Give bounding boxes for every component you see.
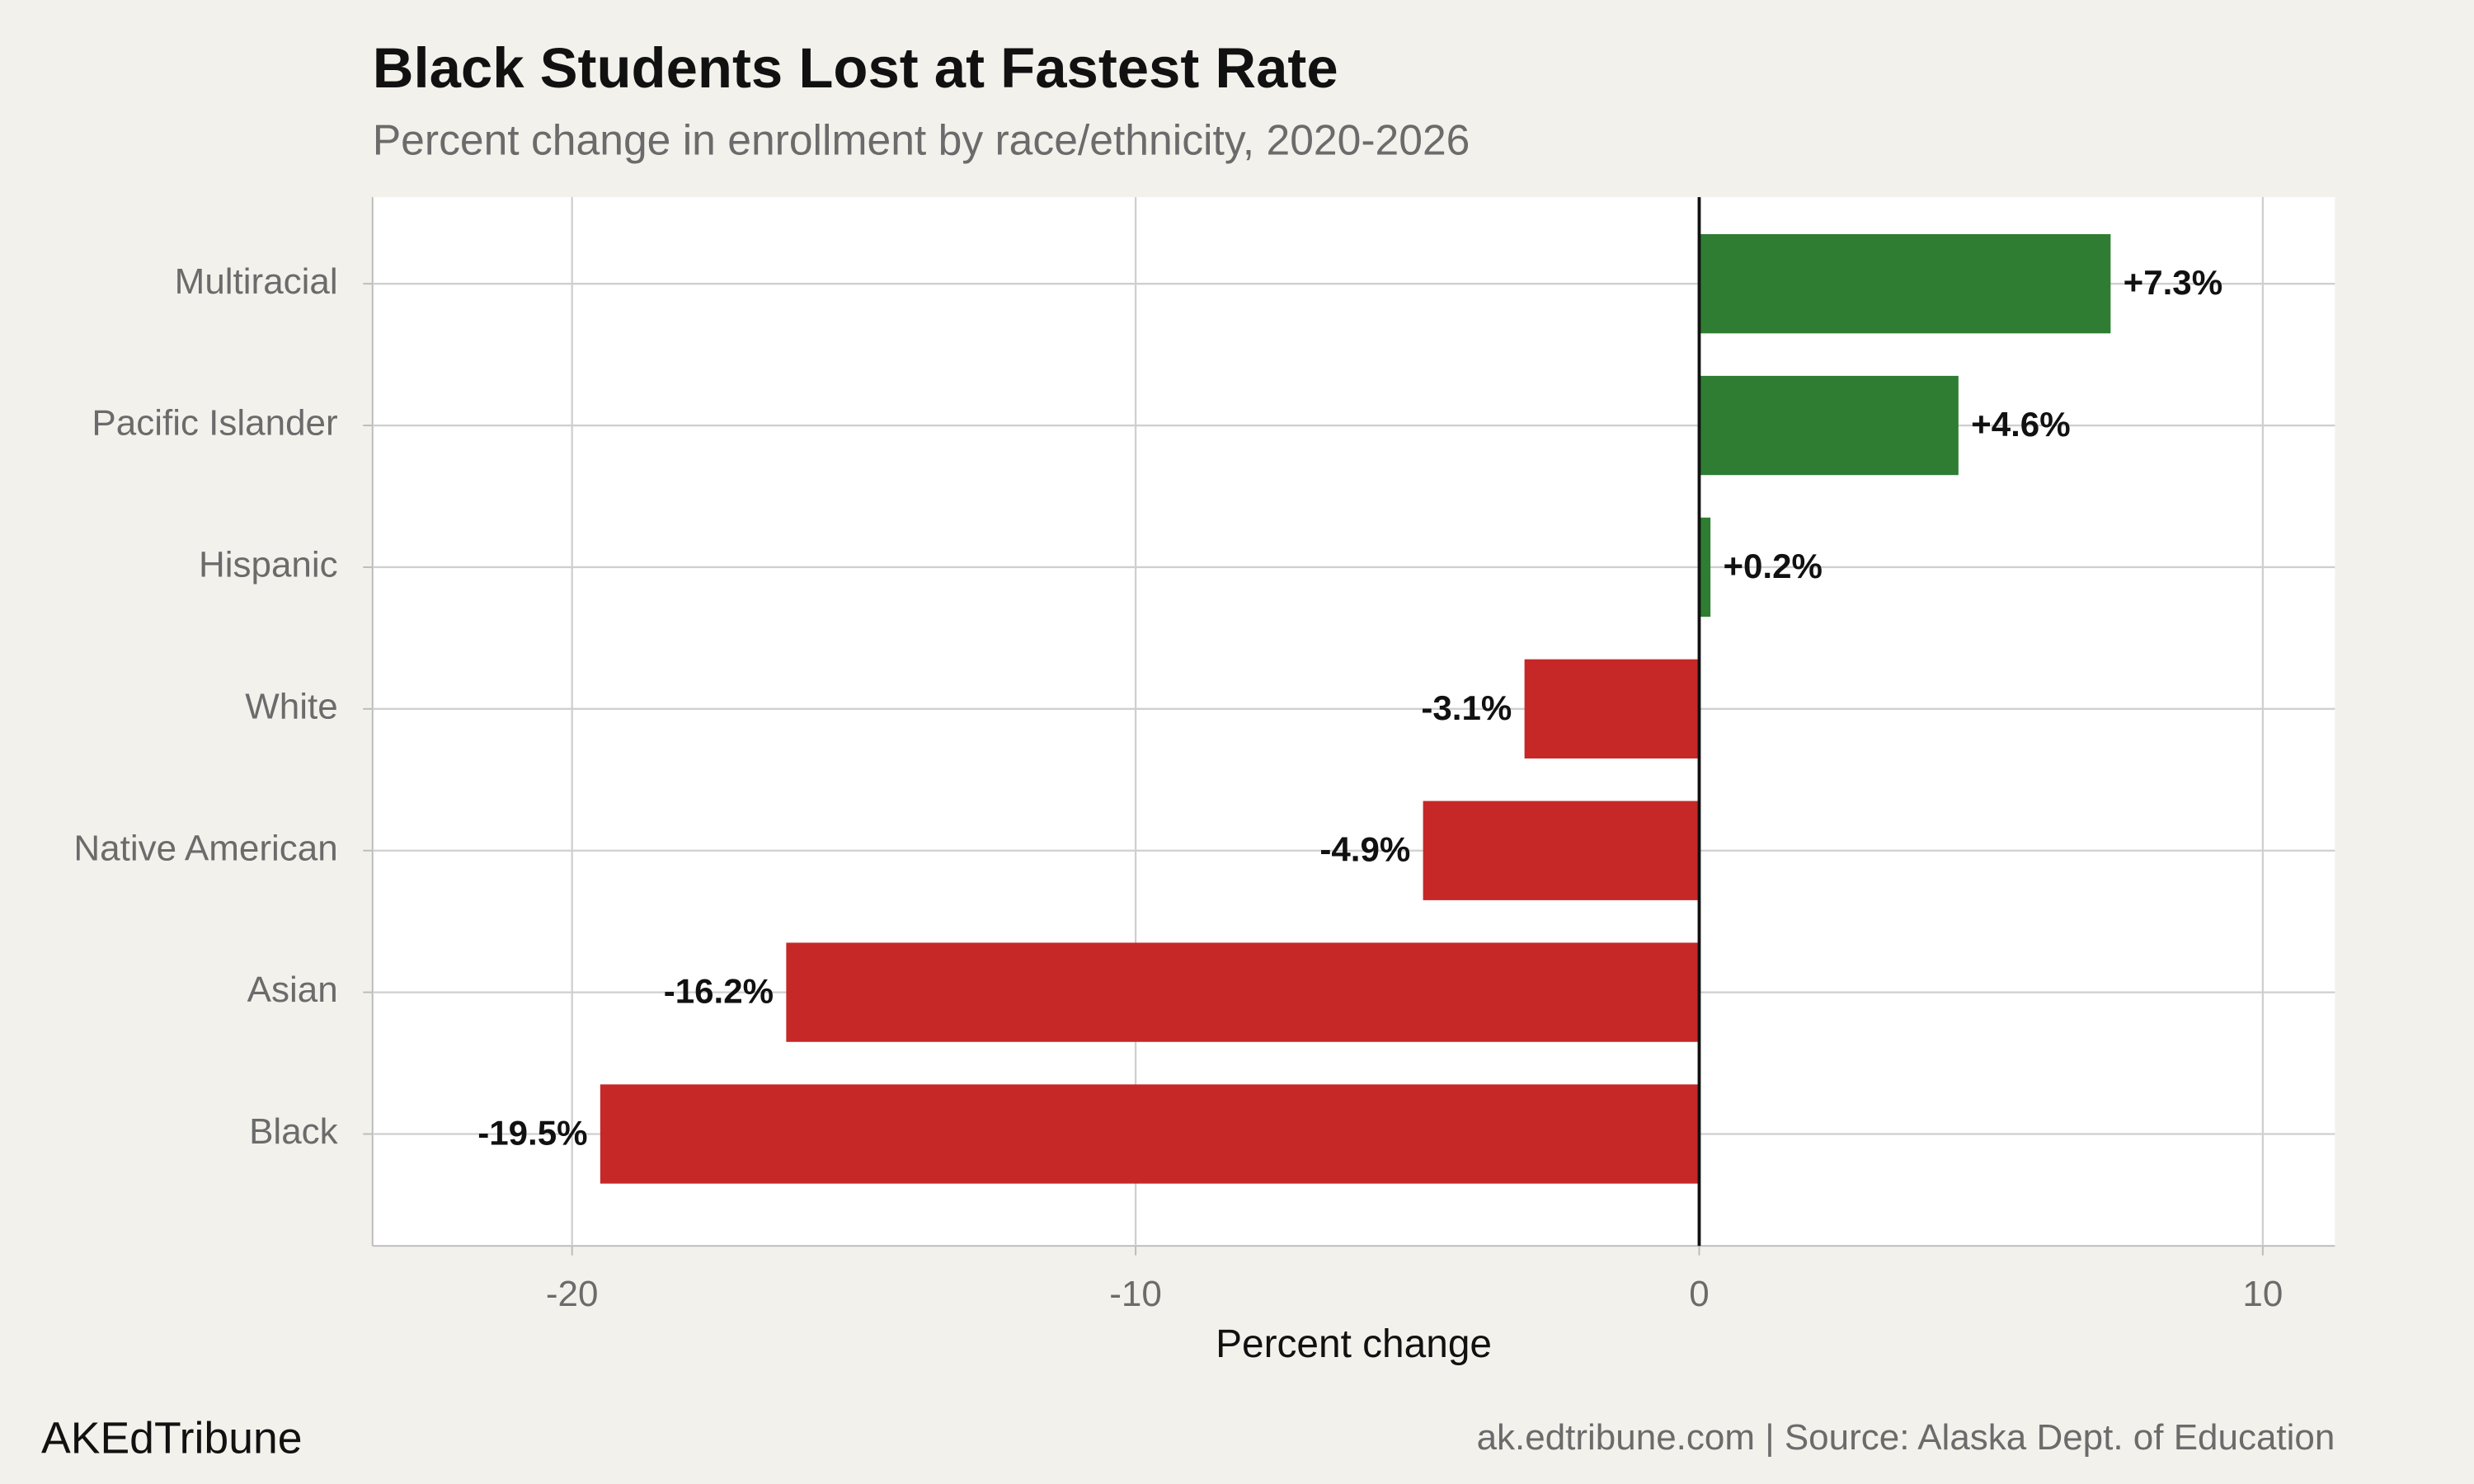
bar <box>1423 801 1700 900</box>
source: ak.edtribune.com | Source: Alaska Dept. … <box>1477 1417 2335 1458</box>
bar <box>600 1084 1700 1184</box>
bar <box>1699 517 1711 618</box>
value-label: -4.9% <box>1319 830 1410 869</box>
value-label: +4.6% <box>1971 405 2070 444</box>
bar <box>1524 659 1700 758</box>
value-label: -3.1% <box>1421 688 1512 727</box>
y-tick-label: Pacific Islander <box>92 403 337 444</box>
y-tick-label: Hispanic <box>199 545 338 585</box>
y-tick-label: Asian <box>247 970 338 1010</box>
y-tick-label: Black <box>249 1111 339 1152</box>
bar <box>1699 234 2111 334</box>
value-label: +0.2% <box>1723 547 1822 585</box>
value-label: -19.5% <box>477 1114 587 1153</box>
x-tick-label: 10 <box>2242 1274 2283 1314</box>
chart-subtitle: Percent change in enrollment by race/eth… <box>373 116 1470 164</box>
y-tick-label: Native American <box>73 828 337 868</box>
x-tick-label: -20 <box>546 1274 599 1314</box>
value-label: +7.3% <box>2124 263 2222 302</box>
brand: AKEdTribune <box>41 1414 303 1463</box>
x-axis-label: Percent change <box>1216 1322 1492 1366</box>
value-label: -16.2% <box>664 972 774 1011</box>
y-tick-label: Multiracial <box>175 261 338 302</box>
x-tick-label: 0 <box>1689 1274 1709 1314</box>
chart-title: Black Students Lost at Fastest Rate <box>373 36 1338 100</box>
bar <box>786 942 1700 1042</box>
y-tick-label: White <box>245 686 337 726</box>
plot-area <box>372 197 2335 1247</box>
bar <box>1699 375 1959 476</box>
x-tick-label: -10 <box>1109 1274 1162 1314</box>
